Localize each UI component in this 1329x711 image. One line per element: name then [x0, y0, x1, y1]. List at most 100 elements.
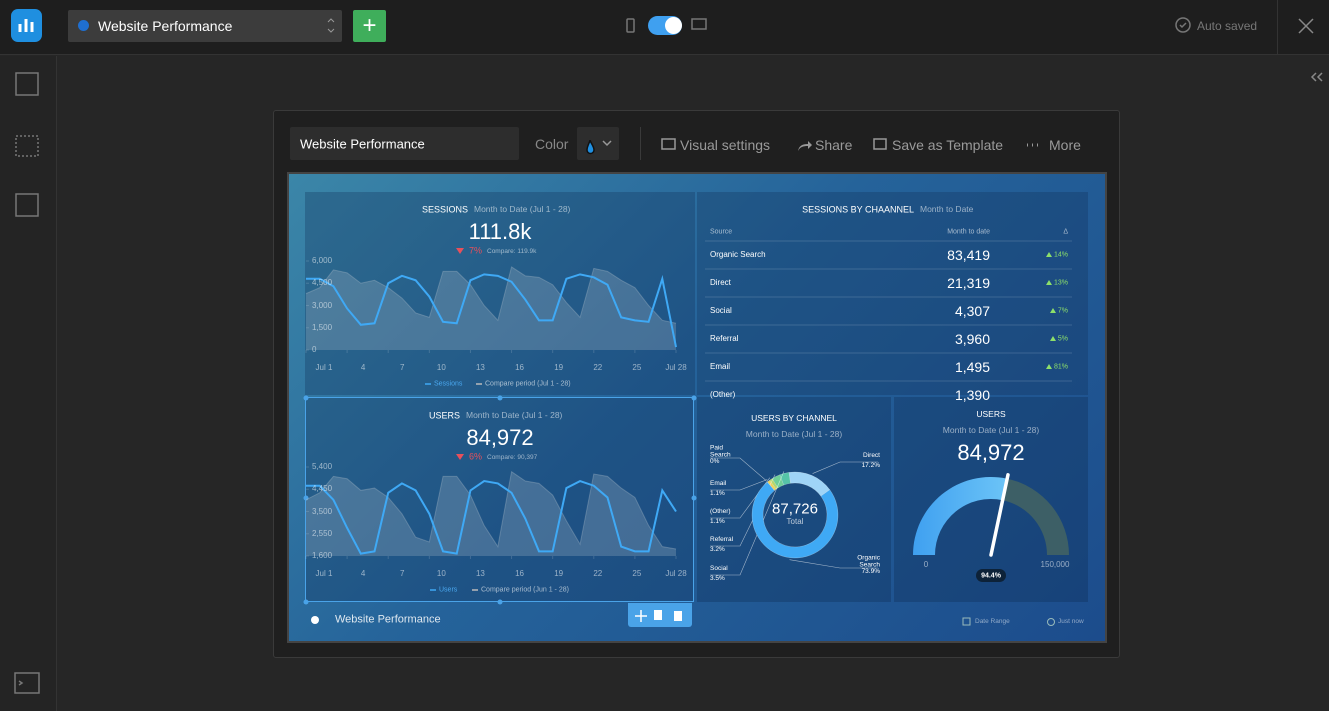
- console-icon[interactable]: [14, 672, 40, 694]
- footer-logo: [311, 616, 319, 624]
- gauge-track: [1002, 478, 1069, 555]
- slice-value: 1.1%: [710, 517, 725, 525]
- period-select[interactable]: Month to Date (Jul 1 - 28): [474, 203, 571, 214]
- slice-value: 3.5%: [710, 574, 725, 582]
- period-select[interactable]: Month to Date (Jul 1 - 28): [745, 428, 843, 439]
- series-line: [306, 479, 677, 555]
- toolbar-action[interactable]: Visual settings: [680, 137, 771, 153]
- row-delta: 14%: [1053, 251, 1068, 259]
- sidebar-icon[interactable]: [15, 193, 39, 217]
- handle[interactable]: [497, 395, 503, 401]
- x-tick-label: 7: [399, 363, 405, 372]
- y-tick-label: 3,000: [312, 300, 333, 310]
- widget-title: SESSIONS: [421, 204, 468, 215]
- name-input[interactable]: [290, 127, 519, 160]
- color-chevron: [602, 140, 612, 147]
- widget[interactable]: [305, 192, 695, 395]
- collapse-icon[interactable]: [1310, 72, 1323, 82]
- slice-value: 17.2%: [861, 461, 880, 469]
- legend-label: Users: [439, 586, 458, 594]
- gauge-max: 150,000: [1040, 560, 1070, 569]
- donut-total-label: Total: [786, 517, 804, 526]
- color-button[interactable]: [577, 127, 619, 160]
- toolbar-action[interactable]: Share: [815, 137, 853, 153]
- widget[interactable]: [697, 192, 1088, 395]
- period-select[interactable]: Month to Date: [920, 203, 974, 214]
- slice-label: Email: [710, 479, 727, 487]
- name-input-text[interactable]: Website Performance: [300, 136, 425, 152]
- slice-value: 1.1%: [710, 489, 725, 497]
- donut-total: 87,726: [772, 500, 818, 518]
- delete-icon[interactable]: [674, 611, 682, 621]
- close-icon[interactable]: [1298, 18, 1314, 34]
- toolbar-action[interactable]: More: [1049, 137, 1081, 153]
- handle[interactable]: [691, 495, 697, 501]
- kpi-compare: Compare: 90,397: [487, 453, 538, 461]
- visual-icon[interactable]: [661, 138, 676, 150]
- x-tick-label: Jul 28: [665, 363, 687, 372]
- handle[interactable]: [303, 495, 309, 501]
- row-source: Referral: [710, 334, 739, 343]
- leader-line: [710, 479, 768, 491]
- x-tick-label: 25: [632, 363, 642, 372]
- widget-title: USERS: [976, 408, 1006, 419]
- row-source: Organic Search: [710, 250, 766, 259]
- up-arrow: [1046, 252, 1052, 257]
- x-tick-label: 10: [436, 363, 446, 372]
- up-arrow: [1046, 280, 1052, 285]
- slice-value: 0%: [710, 457, 720, 465]
- sidebar-icon[interactable]: [15, 135, 39, 157]
- kpi-value: 111.8k: [468, 219, 532, 244]
- footer-icons: [311, 616, 1055, 626]
- leader-line: [789, 559, 878, 569]
- x-tick-label: 16: [515, 363, 524, 372]
- handle[interactable]: [497, 599, 503, 605]
- copy-icon[interactable]: [654, 610, 662, 620]
- row-value: 1,390: [954, 387, 990, 403]
- widget-selected[interactable]: [305, 397, 694, 602]
- widget[interactable]: [894, 397, 1088, 602]
- move-icon[interactable]: [635, 610, 647, 622]
- share-icon[interactable]: [798, 141, 812, 151]
- color-label: Color: [535, 136, 569, 152]
- handle[interactable]: [691, 395, 697, 401]
- handle[interactable]: [303, 599, 309, 605]
- slice-value: 73.9%: [861, 567, 880, 575]
- column-header: Source: [710, 228, 733, 236]
- column-header: Δ: [1063, 228, 1068, 236]
- x-tick-label: 4: [360, 569, 366, 578]
- period-select[interactable]: Month to Date (Jul 1 - 28): [942, 424, 1040, 435]
- percent-pill: [976, 569, 1006, 582]
- selection-handles: [303, 395, 697, 605]
- x-tick-label: 10: [436, 569, 446, 578]
- add-button[interactable]: +: [353, 10, 386, 42]
- mobile-icon[interactable]: [626, 18, 635, 33]
- period-select[interactable]: Month to Date (Jul 1 - 28): [466, 409, 563, 420]
- template-icon[interactable]: [873, 138, 887, 150]
- leader-line: [710, 457, 767, 481]
- desktop-icon[interactable]: [691, 18, 707, 30]
- widget-title: SESSIONS BY CHAANNEL: [802, 204, 914, 215]
- x-tick-label: 16: [515, 569, 524, 578]
- x-tick-label: 25: [632, 569, 642, 578]
- dashboard-title[interactable]: Website Performance: [98, 18, 233, 34]
- select-arrows: [327, 18, 335, 33]
- gauge-needle: [989, 473, 1010, 557]
- slice-label: Referral: [710, 535, 734, 543]
- leader-line: [710, 471, 785, 576]
- row-delta: 13%: [1053, 279, 1068, 287]
- toolbar-action[interactable]: Save as Template: [892, 137, 1004, 153]
- compare-line: [305, 266, 677, 324]
- sidebar-icon[interactable]: [15, 72, 39, 96]
- footer-updated: Just now: [1058, 617, 1084, 625]
- up-arrow: [1050, 308, 1056, 313]
- gauge-value: 84,972: [957, 440, 1025, 465]
- check-icon: [1175, 17, 1191, 33]
- footer-date-range: Date Range: [975, 617, 1010, 625]
- slice-label: Social: [710, 564, 728, 572]
- handle[interactable]: [303, 395, 309, 401]
- dashboard-select[interactable]: [68, 10, 342, 42]
- y-tick-label: 1,600: [312, 551, 333, 560]
- column-header: Month to date: [947, 228, 990, 236]
- x-tick-label: 13: [475, 569, 485, 578]
